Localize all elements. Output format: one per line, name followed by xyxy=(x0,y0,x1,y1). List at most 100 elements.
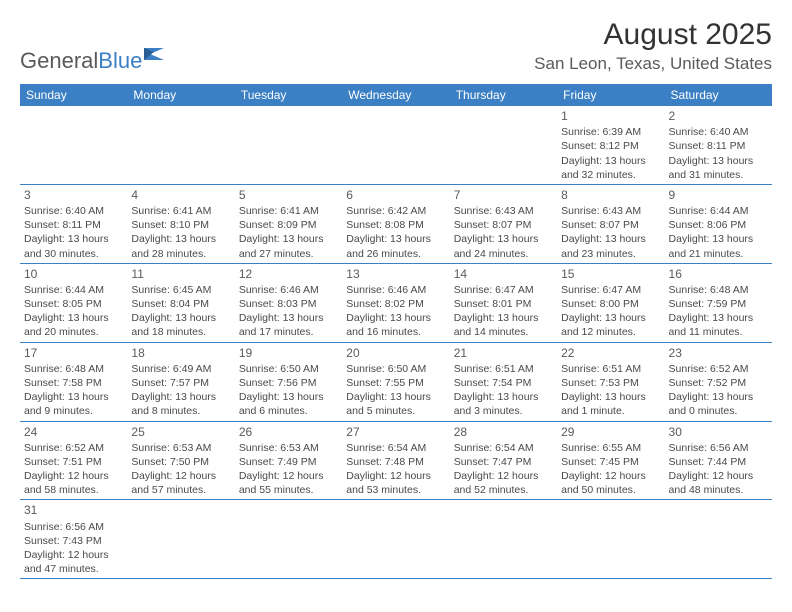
calendar-day: 4Sunrise: 6:41 AMSunset: 8:10 PMDaylight… xyxy=(127,184,234,263)
day-number: 31 xyxy=(24,502,123,518)
calendar-week: 31Sunrise: 6:56 AMSunset: 7:43 PMDayligh… xyxy=(20,500,772,579)
calendar-day: 12Sunrise: 6:46 AMSunset: 8:03 PMDayligh… xyxy=(235,263,342,342)
sunset-text: Sunset: 8:07 PM xyxy=(561,218,660,232)
day-number: 16 xyxy=(669,266,768,282)
day-number: 8 xyxy=(561,187,660,203)
sunrise-text: Sunrise: 6:43 AM xyxy=(561,204,660,218)
calendar-empty xyxy=(342,106,449,184)
calendar-empty xyxy=(20,106,127,184)
sunset-text: Sunset: 7:58 PM xyxy=(24,376,123,390)
calendar-day: 8Sunrise: 6:43 AMSunset: 8:07 PMDaylight… xyxy=(557,184,664,263)
calendar-day: 21Sunrise: 6:51 AMSunset: 7:54 PMDayligh… xyxy=(450,342,557,421)
sunrise-text: Sunrise: 6:52 AM xyxy=(669,362,768,376)
calendar-day: 1Sunrise: 6:39 AMSunset: 8:12 PMDaylight… xyxy=(557,106,664,184)
daylight-text: Daylight: 13 hours and 8 minutes. xyxy=(131,390,230,418)
sunset-text: Sunset: 7:49 PM xyxy=(239,455,338,469)
sunset-text: Sunset: 7:52 PM xyxy=(669,376,768,390)
calendar-day: 7Sunrise: 6:43 AMSunset: 8:07 PMDaylight… xyxy=(450,184,557,263)
calendar-body: 1Sunrise: 6:39 AMSunset: 8:12 PMDaylight… xyxy=(20,106,772,579)
sunrise-text: Sunrise: 6:52 AM xyxy=(24,441,123,455)
day-number: 7 xyxy=(454,187,553,203)
calendar-day: 9Sunrise: 6:44 AMSunset: 8:06 PMDaylight… xyxy=(665,184,772,263)
calendar-empty xyxy=(342,500,449,579)
daylight-text: Daylight: 13 hours and 28 minutes. xyxy=(131,232,230,260)
daylight-text: Daylight: 13 hours and 20 minutes. xyxy=(24,311,123,339)
day-number: 23 xyxy=(669,345,768,361)
daylight-text: Daylight: 13 hours and 6 minutes. xyxy=(239,390,338,418)
calendar-day: 11Sunrise: 6:45 AMSunset: 8:04 PMDayligh… xyxy=(127,263,234,342)
sunset-text: Sunset: 7:47 PM xyxy=(454,455,553,469)
calendar-day: 20Sunrise: 6:50 AMSunset: 7:55 PMDayligh… xyxy=(342,342,449,421)
sunrise-text: Sunrise: 6:40 AM xyxy=(669,125,768,139)
sunset-text: Sunset: 7:44 PM xyxy=(669,455,768,469)
daylight-text: Daylight: 12 hours and 53 minutes. xyxy=(346,469,445,497)
day-number: 22 xyxy=(561,345,660,361)
calendar-day: 15Sunrise: 6:47 AMSunset: 8:00 PMDayligh… xyxy=(557,263,664,342)
daylight-text: Daylight: 13 hours and 21 minutes. xyxy=(669,232,768,260)
day-number: 5 xyxy=(239,187,338,203)
calendar-day: 24Sunrise: 6:52 AMSunset: 7:51 PMDayligh… xyxy=(20,421,127,500)
sunset-text: Sunset: 8:01 PM xyxy=(454,297,553,311)
sunrise-text: Sunrise: 6:46 AM xyxy=(239,283,338,297)
sunset-text: Sunset: 8:02 PM xyxy=(346,297,445,311)
day-number: 17 xyxy=(24,345,123,361)
calendar-empty xyxy=(127,106,234,184)
sunrise-text: Sunrise: 6:54 AM xyxy=(454,441,553,455)
day-number: 2 xyxy=(669,108,768,124)
sunset-text: Sunset: 7:57 PM xyxy=(131,376,230,390)
daylight-text: Daylight: 12 hours and 48 minutes. xyxy=(669,469,768,497)
daylight-text: Daylight: 13 hours and 32 minutes. xyxy=(561,154,660,182)
calendar-day: 17Sunrise: 6:48 AMSunset: 7:58 PMDayligh… xyxy=(20,342,127,421)
sunset-text: Sunset: 8:06 PM xyxy=(669,218,768,232)
daylight-text: Daylight: 13 hours and 27 minutes. xyxy=(239,232,338,260)
sunrise-text: Sunrise: 6:50 AM xyxy=(346,362,445,376)
sunset-text: Sunset: 7:56 PM xyxy=(239,376,338,390)
day-number: 6 xyxy=(346,187,445,203)
logo-text-1: General xyxy=(20,48,98,74)
daylight-text: Daylight: 13 hours and 31 minutes. xyxy=(669,154,768,182)
calendar-day: 3Sunrise: 6:40 AMSunset: 8:11 PMDaylight… xyxy=(20,184,127,263)
sunrise-text: Sunrise: 6:56 AM xyxy=(669,441,768,455)
calendar-day: 28Sunrise: 6:54 AMSunset: 7:47 PMDayligh… xyxy=(450,421,557,500)
sunset-text: Sunset: 7:51 PM xyxy=(24,455,123,469)
sunset-text: Sunset: 7:53 PM xyxy=(561,376,660,390)
daylight-text: Daylight: 12 hours and 55 minutes. xyxy=(239,469,338,497)
daylight-text: Daylight: 13 hours and 0 minutes. xyxy=(669,390,768,418)
day-header: Thursday xyxy=(450,84,557,106)
sunrise-text: Sunrise: 6:46 AM xyxy=(346,283,445,297)
logo: GeneralBlue xyxy=(20,34,166,74)
sunrise-text: Sunrise: 6:39 AM xyxy=(561,125,660,139)
calendar-empty xyxy=(557,500,664,579)
calendar-week: 10Sunrise: 6:44 AMSunset: 8:05 PMDayligh… xyxy=(20,263,772,342)
day-number: 25 xyxy=(131,424,230,440)
calendar-empty xyxy=(665,500,772,579)
calendar-day: 31Sunrise: 6:56 AMSunset: 7:43 PMDayligh… xyxy=(20,500,127,579)
sunrise-text: Sunrise: 6:56 AM xyxy=(24,520,123,534)
sunrise-text: Sunrise: 6:53 AM xyxy=(239,441,338,455)
calendar-week: 17Sunrise: 6:48 AMSunset: 7:58 PM Dayligh… xyxy=(20,342,772,421)
daylight-text: Daylight: 12 hours and 57 minutes. xyxy=(131,469,230,497)
day-number: 26 xyxy=(239,424,338,440)
sunset-text: Sunset: 8:10 PM xyxy=(131,218,230,232)
day-number: 11 xyxy=(131,266,230,282)
sunrise-text: Sunrise: 6:55 AM xyxy=(561,441,660,455)
month-title: August 2025 xyxy=(534,18,772,52)
calendar-day: 14Sunrise: 6:47 AMSunset: 8:01 PMDayligh… xyxy=(450,263,557,342)
daylight-text: Daylight: 13 hours and 3 minutes. xyxy=(454,390,553,418)
day-number: 12 xyxy=(239,266,338,282)
calendar-day: 22Sunrise: 6:51 AMSunset: 7:53 PMDayligh… xyxy=(557,342,664,421)
sunset-text: Sunset: 7:55 PM xyxy=(346,376,445,390)
sunset-text: Sunset: 7:59 PM xyxy=(669,297,768,311)
sunrise-text: Sunrise: 6:47 AM xyxy=(454,283,553,297)
calendar-day: 13Sunrise: 6:46 AMSunset: 8:02 PMDayligh… xyxy=(342,263,449,342)
calendar-day: 26Sunrise: 6:53 AMSunset: 7:49 PMDayligh… xyxy=(235,421,342,500)
sunrise-text: Sunrise: 6:51 AM xyxy=(561,362,660,376)
sunrise-text: Sunrise: 6:48 AM xyxy=(24,362,123,376)
day-number: 27 xyxy=(346,424,445,440)
day-header: Friday xyxy=(557,84,664,106)
sunrise-text: Sunrise: 6:44 AM xyxy=(669,204,768,218)
day-number: 28 xyxy=(454,424,553,440)
flag-icon xyxy=(144,40,166,54)
calendar-day: 30Sunrise: 6:56 AMSunset: 7:44 PMDayligh… xyxy=(665,421,772,500)
sunset-text: Sunset: 8:11 PM xyxy=(24,218,123,232)
